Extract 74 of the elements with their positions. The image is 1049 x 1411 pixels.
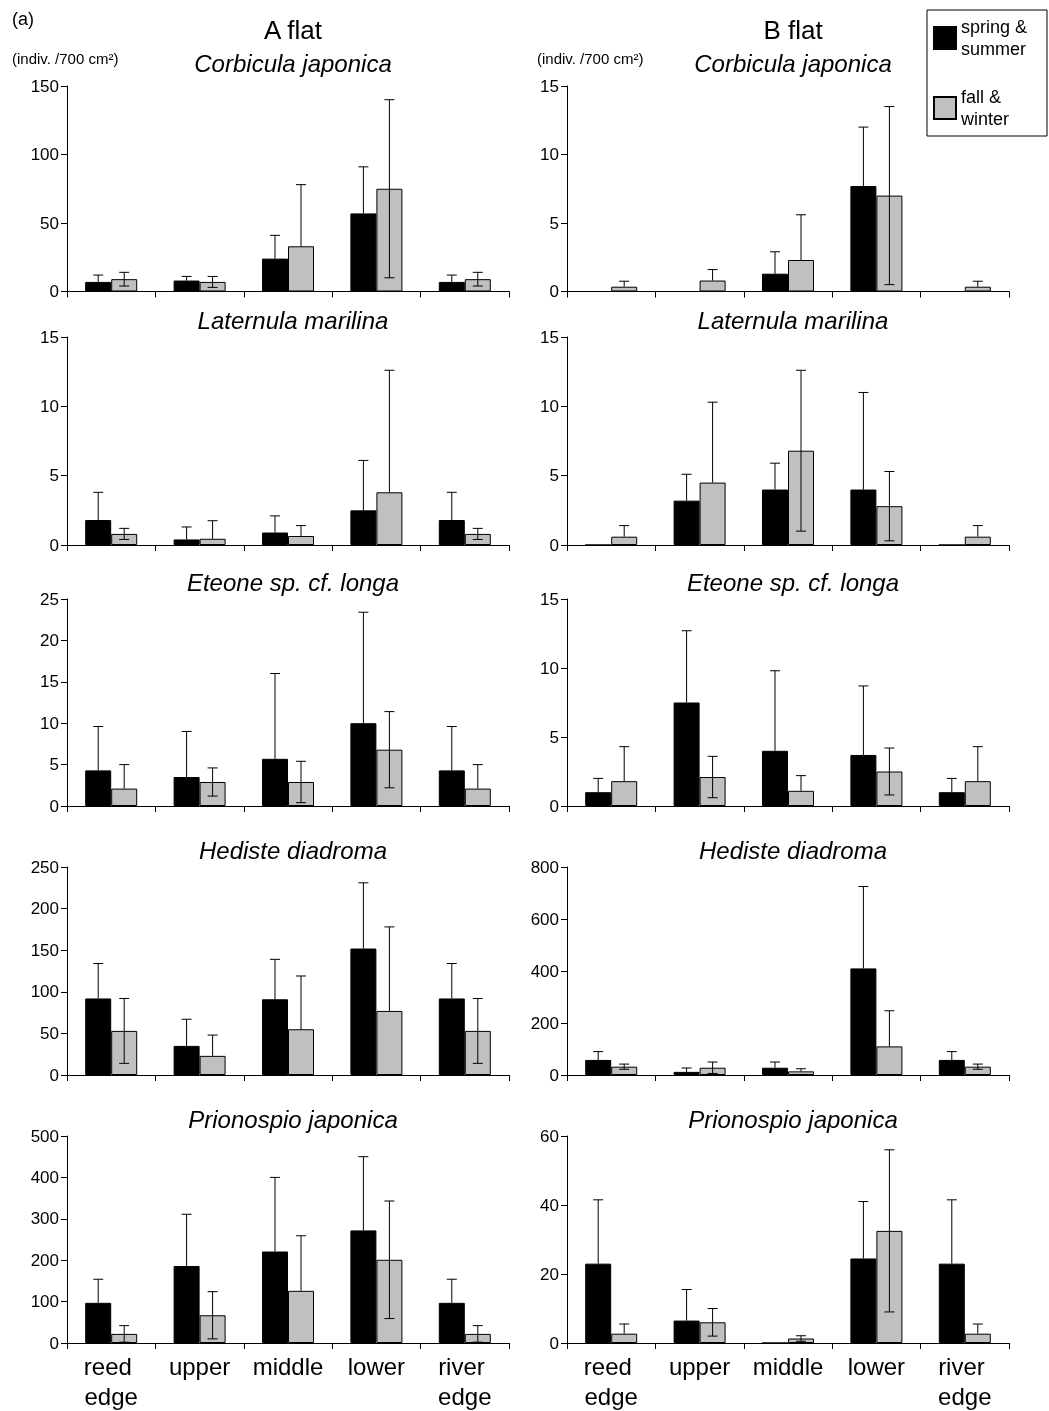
- x-tick-label: lower: [847, 1352, 906, 1380]
- y-tick-label: 15: [540, 589, 559, 609]
- y-tick-label: 25: [40, 589, 59, 609]
- y-tick-label: 15: [540, 76, 559, 96]
- y-tick-label: 50: [40, 213, 59, 233]
- x-tick-label: reed edge: [583, 1352, 639, 1410]
- y-tick-label: 0: [549, 796, 559, 816]
- chart-subtitle: Corbicula japonica: [194, 49, 392, 77]
- y-tick-label: 0: [549, 1065, 559, 1085]
- y-tick-label: 15: [40, 327, 59, 347]
- x-tick-label: river edge: [438, 1352, 492, 1410]
- chart-title: Prionospio japonica: [688, 1105, 898, 1133]
- y-tick-label: 150: [30, 76, 59, 96]
- y-tick-label: 100: [30, 982, 59, 1002]
- y-tick-label: 10: [540, 658, 559, 678]
- y-tick-label: 40: [540, 1195, 559, 1215]
- chart-title: Hediste diadroma: [698, 836, 888, 864]
- y-tick-label: 5: [49, 755, 59, 775]
- y-tick-label: 0: [49, 535, 59, 555]
- chart-title: A flat: [264, 15, 323, 45]
- y-tick-label: 300: [30, 1209, 59, 1229]
- y-tick-label: 200: [30, 1250, 59, 1270]
- y-tick-label: 100: [30, 145, 59, 164]
- chart-title: Eteone sp. cf. longa: [686, 568, 900, 596]
- y-tick-label: 15: [40, 672, 59, 692]
- y-tick-label: 10: [40, 396, 59, 416]
- chart-title: Laternula marilina: [697, 306, 889, 334]
- x-tick-label: middle: [752, 1352, 824, 1380]
- y-tick-label: 0: [49, 796, 59, 816]
- x-tick-label: river edge: [938, 1352, 992, 1410]
- y-tick-label: 20: [540, 1264, 559, 1284]
- chart-subtitle: Corbicula japonica: [694, 49, 892, 77]
- y-tick-label: 100: [30, 1292, 59, 1312]
- y-tick-label: 15: [540, 327, 559, 347]
- y-tick-label: 200: [30, 899, 59, 919]
- y-tick-label: 600: [530, 909, 559, 929]
- y-tick-label: 500: [30, 1126, 59, 1146]
- chart-title: Laternula marilina: [197, 306, 389, 334]
- chart-title: Eteone sp. cf. longa: [186, 568, 400, 596]
- x-tick-label: middle: [252, 1352, 324, 1380]
- chart-title: Prionospio japonica: [188, 1105, 398, 1133]
- y-tick-label: 800: [530, 857, 559, 877]
- x-tick-label: reed edge: [83, 1352, 139, 1410]
- legend-label: fall & winter: [960, 87, 1010, 129]
- y-tick-label: 0: [49, 1333, 59, 1353]
- y-axis-title: (indiv. /700 cm²): [537, 50, 644, 67]
- x-tick-label: upper: [168, 1352, 231, 1380]
- y-tick-label: 0: [549, 1333, 559, 1353]
- y-tick-label: 150: [30, 940, 59, 960]
- x-tick-label: lower: [347, 1352, 406, 1380]
- y-tick-label: 5: [549, 213, 559, 233]
- x-tick-label: upper: [668, 1352, 731, 1380]
- y-tick-label: 20: [40, 630, 59, 650]
- y-tick-label: 50: [40, 1023, 59, 1043]
- chart-title: Hediste diadroma: [198, 836, 388, 864]
- legend-label: spring & summer: [961, 17, 1033, 59]
- y-tick-label: 250: [30, 857, 59, 877]
- y-tick-label: 200: [530, 1013, 559, 1033]
- y-tick-label: 10: [540, 396, 559, 416]
- y-tick-label: 0: [49, 1065, 59, 1085]
- chart-title: B flat: [763, 15, 824, 45]
- y-tick-label: 400: [530, 961, 559, 981]
- y-axis-title: (indiv. /700 cm²): [12, 50, 119, 67]
- y-tick-label: 5: [49, 466, 59, 486]
- y-tick-label: 5: [549, 466, 559, 486]
- y-tick-label: 5: [549, 727, 559, 747]
- y-tick-label: 10: [40, 713, 59, 733]
- y-tick-label: 0: [549, 282, 559, 301]
- y-tick-label: 0: [49, 282, 59, 301]
- y-tick-label: 0: [549, 535, 559, 555]
- y-tick-label: 400: [30, 1167, 59, 1187]
- y-tick-label: 60: [540, 1126, 559, 1146]
- y-tick-label: 10: [540, 145, 559, 164]
- text: (a): [12, 9, 34, 29]
